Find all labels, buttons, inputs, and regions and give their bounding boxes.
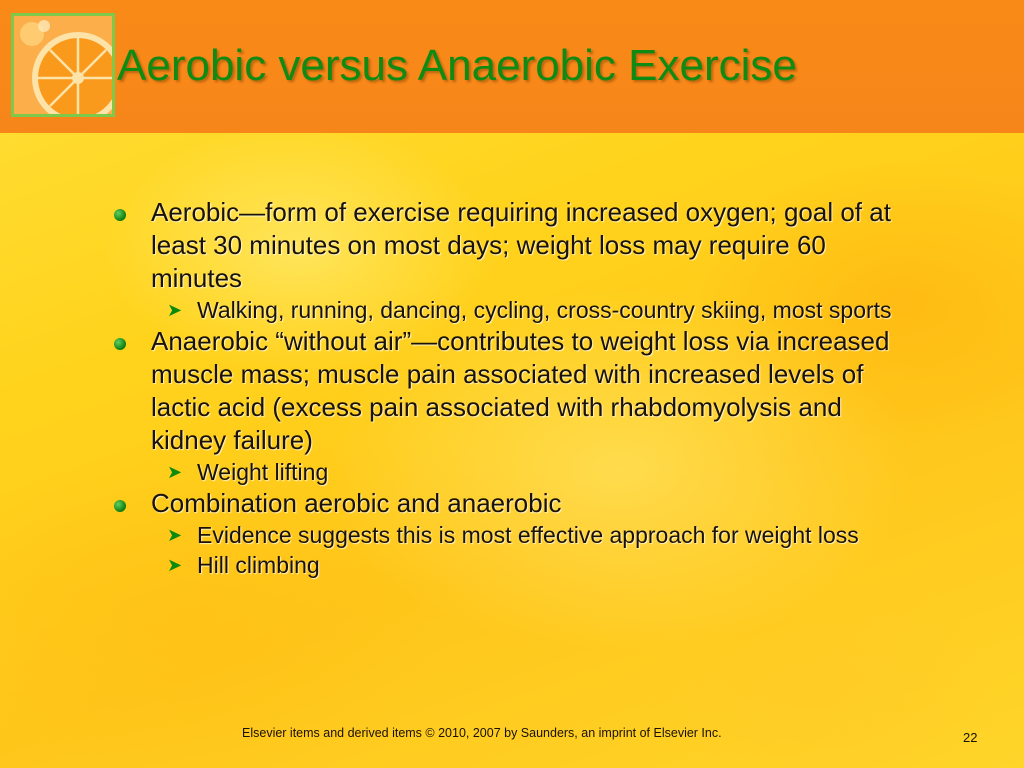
bullet-list: Aerobic—form of exercise requiring incre…	[112, 196, 912, 580]
orange-slice-icon	[11, 13, 115, 117]
bullet-item: Aerobic—form of exercise requiring incre…	[112, 196, 912, 295]
arrow-right-icon: ➤	[167, 300, 183, 320]
bullet-text: Aerobic—form of exercise requiring incre…	[151, 197, 891, 293]
bullet-text: Anaerobic “without air”—contributes to w…	[151, 326, 890, 455]
sub-bullet-text: Hill climbing	[197, 552, 320, 578]
slide-title: Aerobic versus Anaerobic Exercise	[117, 41, 797, 90]
sub-bullet-item: ➤ Weight lifting	[151, 457, 912, 487]
bullet-item: Anaerobic “without air”—contributes to w…	[112, 325, 912, 457]
bullet-item: Combination aerobic and anaerobic	[112, 487, 912, 520]
arrow-right-icon: ➤	[167, 462, 183, 482]
bullet-text: Combination aerobic and anaerobic	[151, 488, 562, 518]
sub-bullet-item: ➤ Evidence suggests this is most effecti…	[151, 520, 912, 550]
sub-bullet-text: Walking, running, dancing, cycling, cros…	[197, 297, 892, 323]
green-dot-icon	[114, 500, 126, 512]
arrow-right-icon: ➤	[167, 555, 183, 575]
arrow-right-icon: ➤	[167, 525, 183, 545]
copyright-footer: Elsevier items and derived items © 2010,…	[242, 726, 722, 740]
sub-bullet-item: ➤ Hill climbing	[151, 550, 912, 580]
sub-bullet-item: ➤ Walking, running, dancing, cycling, cr…	[151, 295, 912, 325]
page-number: 22	[963, 730, 978, 745]
green-dot-icon	[114, 338, 126, 350]
sub-bullet-text: Evidence suggests this is most effective…	[197, 522, 859, 548]
sub-bullet-text: Weight lifting	[197, 459, 329, 485]
green-dot-icon	[114, 209, 126, 221]
slide-header: Aerobic versus Anaerobic Exercise	[0, 0, 1024, 133]
